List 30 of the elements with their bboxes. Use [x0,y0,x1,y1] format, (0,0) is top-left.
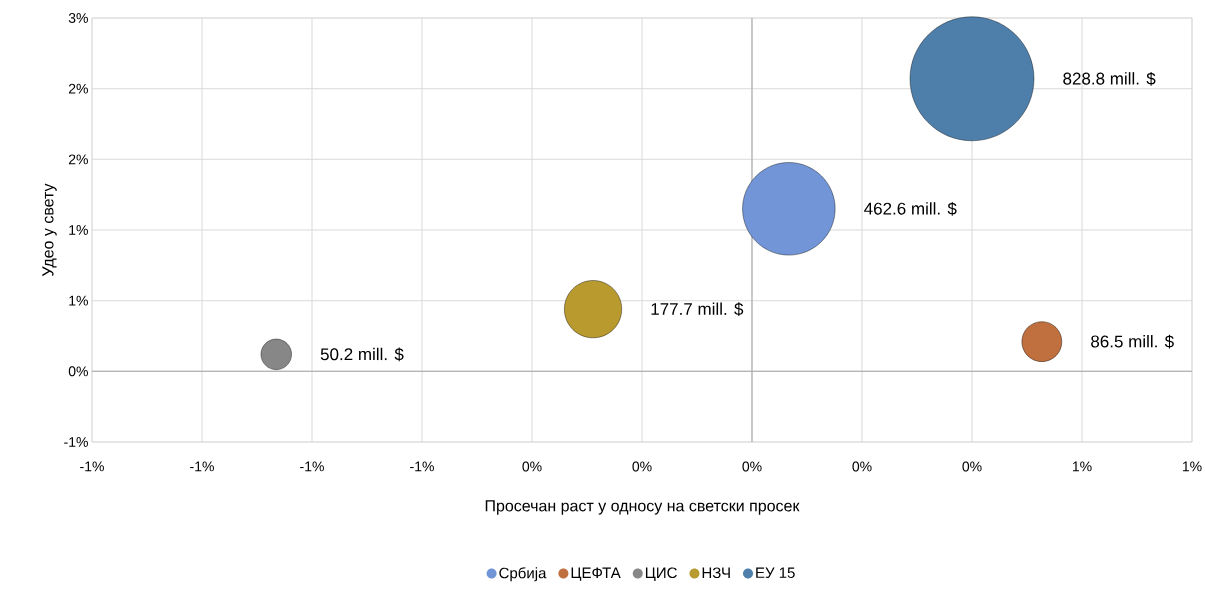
x-tick-label: -1% [80,461,104,472]
legend-label: ЦЕФТА [571,567,621,581]
x-tick-label: 0% [962,461,982,472]
y-tick-label: 0% [68,366,88,377]
x-tick-label: -1% [300,461,324,472]
y-tick-label: 3% [68,13,88,23]
annotation: 50.2 mill. $ [320,347,404,362]
y-tick-label: -1% [64,437,88,447]
annotation: 177.7 mill. $ [651,302,744,317]
legend-label: НЗЧ [702,567,730,579]
x-tick-label: 1% [1072,461,1092,472]
y-axis-title: Удео у свету [42,183,57,277]
annotation: 462.6 mill. $ [864,201,957,216]
y-tick-label: 2% [68,83,88,94]
x-tick-label: 0% [852,461,872,472]
legend-label: ЦИС [645,567,677,581]
x-axis-title: Просечан раст у односу на светски просек [485,500,800,515]
x-tick-label: -1% [190,461,214,472]
y-tick-label: 2% [68,154,88,165]
legend-label: Србија [499,567,547,582]
annotation: 86.5 mill. $ [1091,334,1174,349]
x-tick-label: 0% [632,461,652,472]
y-tick-label: 1% [69,225,88,235]
x-tick-label: 1% [1182,461,1202,472]
x-tick-label: -1% [410,461,434,472]
annotation: 828.8 mill. $ [1063,71,1156,86]
x-tick-label: 0% [522,461,542,472]
legend-label: ЕУ 15 [756,567,795,578]
x-tick-label: 0% [742,461,762,472]
y-tick-label: 1% [69,295,88,306]
